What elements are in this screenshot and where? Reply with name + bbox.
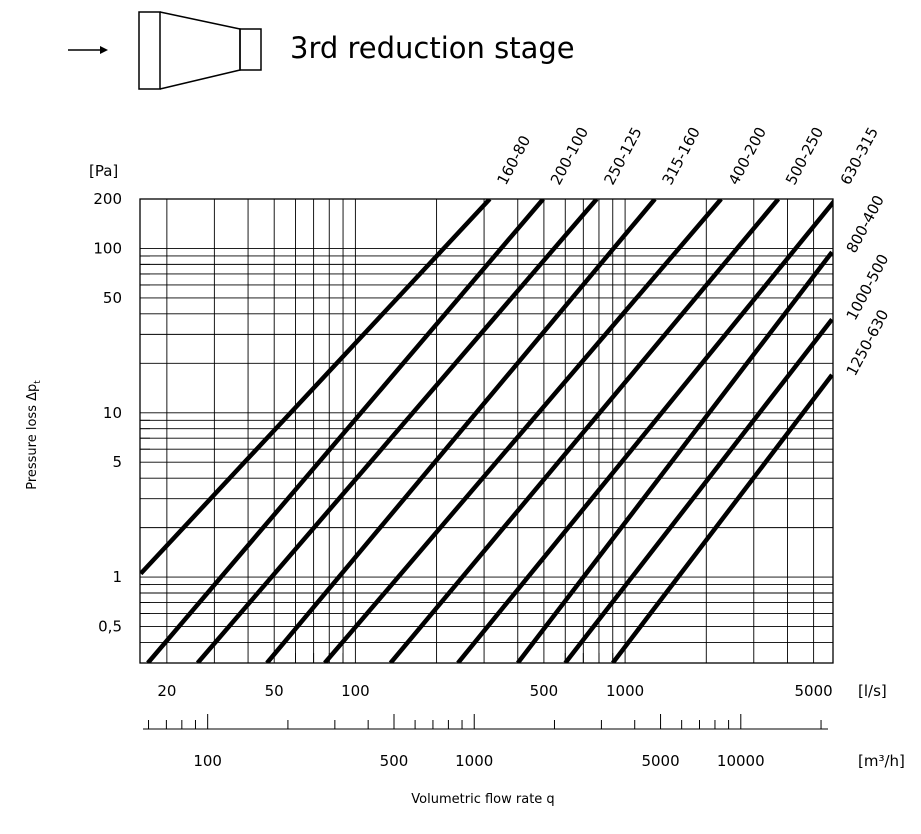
- series-label-160-80: 160-80: [493, 133, 534, 188]
- y-unit-label: [Pa]: [89, 162, 118, 180]
- reducer-large-end: [138, 11, 161, 90]
- y-axis-title: Pressure loss Δpt: [25, 380, 43, 490]
- y-tick-label: 0,5: [98, 618, 122, 636]
- series-line-1000-500: [563, 318, 833, 663]
- series-line-800-400: [515, 250, 833, 663]
- y-tick-label: 1: [112, 568, 122, 586]
- x2-tick-label: 5000: [641, 752, 679, 770]
- reducer-cone: [159, 11, 241, 90]
- y-axis-title-text: Pressure loss Δp: [25, 384, 40, 490]
- x-unit-label: [l/s]: [858, 682, 887, 700]
- x-tick-label: 1000: [606, 682, 644, 700]
- plot-frame: [139, 198, 834, 664]
- x-tick-label: 20: [157, 682, 176, 700]
- series-line-160-80: [140, 199, 492, 576]
- x2-unit-label: [m³/h]: [858, 752, 905, 770]
- y-tick-label: 50: [103, 289, 122, 307]
- series-line-200-100: [146, 199, 545, 663]
- page-title: 3rd reduction stage: [290, 31, 575, 65]
- chart-grid: [139, 198, 834, 730]
- x2-tick-label: 500: [380, 752, 409, 770]
- y-tick-label: 10: [103, 404, 122, 422]
- reducer-diagram: [68, 11, 262, 90]
- chart-series: [140, 199, 833, 663]
- x-tick-label: 500: [530, 682, 559, 700]
- x-tick-label: 50: [265, 682, 284, 700]
- x2-tick-label: 1000: [455, 752, 493, 770]
- series-line-315-160: [265, 199, 657, 663]
- series-line-630-315: [456, 199, 833, 663]
- x-tick-label: 5000: [795, 682, 833, 700]
- series-label-400-200: 400-200: [725, 124, 770, 188]
- series-label-250-125: 250-125: [600, 124, 645, 188]
- x2-tick-label: 10000: [717, 752, 765, 770]
- series-label-630-315: 630-315: [837, 124, 882, 188]
- chart-labels: 200 100 50 10 5 1 0,5 20 50 100 500 1000 5000 100 500 1…: [93, 124, 892, 770]
- series-label-800-400: 800-400: [843, 192, 888, 256]
- series-line-500-250: [388, 199, 781, 663]
- series-line-400-200: [323, 199, 723, 663]
- series-label-200-100: 200-100: [547, 124, 592, 188]
- series-label-315-160: 315-160: [659, 124, 704, 188]
- y-tick-label: 100: [93, 239, 122, 257]
- reducer-small-end: [239, 28, 262, 71]
- x2-tick-label: 100: [193, 752, 222, 770]
- flow-arrow-head: [100, 46, 108, 54]
- x-tick-label: 100: [341, 682, 370, 700]
- series-label-500-250: 500-250: [782, 124, 827, 188]
- x-axis-title: Volumetric flow rate q: [411, 792, 554, 807]
- series-line-250-125: [195, 199, 599, 663]
- y-axis-title-subscript: t: [33, 380, 43, 384]
- y-tick-label: 5: [112, 453, 122, 471]
- y-tick-label: 200: [93, 190, 122, 208]
- series-line-1250-630: [610, 373, 833, 663]
